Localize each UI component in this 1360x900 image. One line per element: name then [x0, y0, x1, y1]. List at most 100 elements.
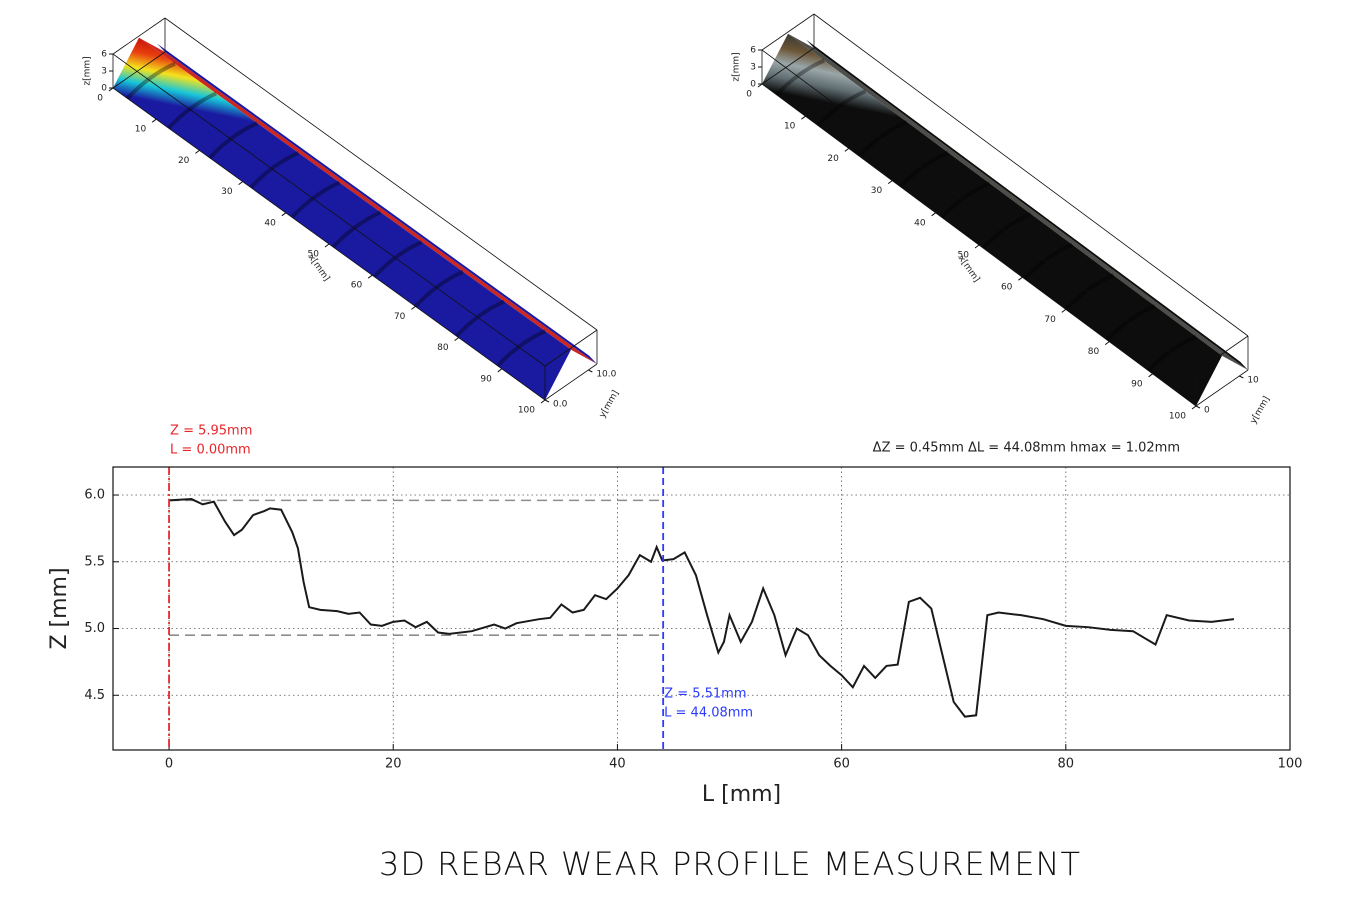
x-tick-label: 80: [1088, 347, 1100, 357]
box-edge: [1195, 335, 1249, 373]
x-tick-label: 40: [264, 218, 276, 228]
rebar-rib: [331, 210, 382, 249]
x-tick-label: 0: [97, 94, 103, 104]
box-edge: [761, 13, 815, 51]
x-tick-label: 70: [1044, 315, 1056, 325]
x-tick-label: 30: [871, 186, 883, 196]
x-tick: [1018, 276, 1023, 281]
box-edge: [544, 329, 598, 367]
rebar-rib: [940, 181, 991, 219]
y-tick-label: 10.0: [596, 370, 616, 380]
x-tick: [281, 212, 287, 217]
rebar-rib: [1105, 304, 1156, 342]
rebar-rib: [899, 150, 949, 189]
x-axis-label: L [mm]: [702, 782, 781, 807]
y-axis-label: y[mm]: [598, 389, 622, 420]
box-edge: [164, 17, 598, 331]
x-tick-label: 40: [609, 757, 626, 772]
y-axis-label: y[mm]: [1249, 395, 1273, 426]
rebar-rib: [249, 151, 300, 189]
x-tick: [931, 212, 936, 217]
box-edge: [761, 47, 815, 85]
y-tick-label: 5.5: [84, 554, 105, 569]
rebar-rib: [775, 58, 825, 97]
x-tick-label: 100: [518, 406, 535, 416]
rebar-rib: [857, 120, 908, 158]
y-tick: [1195, 405, 1201, 409]
x-tick: [844, 147, 850, 152]
z-axis-label: z[mm]: [83, 56, 93, 85]
z-tick-label: 0: [101, 84, 107, 94]
z-tick-label: 3: [750, 63, 756, 73]
rebar-rib: [496, 329, 547, 368]
x-tick-label: 10: [784, 122, 796, 132]
x-tick-label: 0: [746, 90, 752, 100]
marker-label: Z = 5.95mm: [170, 424, 252, 439]
box-edge: [813, 13, 1249, 337]
y-tick-label: 6.0: [84, 488, 105, 503]
x-tick: [1104, 341, 1110, 346]
rebar-rib: [167, 91, 217, 130]
z-axis-label: z[mm]: [732, 52, 742, 81]
rebar-back-surface: [139, 37, 597, 364]
rebar-rib: [413, 269, 464, 308]
x-tick: [454, 337, 459, 342]
y-tick: [544, 399, 550, 403]
caption: 3D REBAR WEAR PROFILE MEASUREMENT: [379, 845, 1081, 883]
y-tick: [588, 369, 593, 373]
x-tick: [974, 244, 980, 249]
x-tick-label: 100: [1278, 757, 1303, 772]
x-tick: [887, 180, 893, 185]
x-tick-label: 10: [135, 125, 147, 135]
x-tick-label: 60: [833, 757, 850, 772]
x-tick: [540, 399, 546, 404]
marker-label: Z = 5.51mm: [664, 687, 746, 702]
x-tick-label: 20: [827, 154, 839, 164]
rebar-rib: [372, 240, 423, 279]
x-tick-label: 50: [308, 250, 320, 260]
x-tick-label: 100: [1169, 412, 1186, 422]
x-tick: [195, 149, 200, 154]
box-edge: [112, 51, 166, 89]
x-tick: [411, 305, 416, 310]
x-tick: [801, 115, 806, 120]
rebar-rib: [290, 180, 341, 219]
x-tick-label: 50: [958, 251, 970, 261]
rebar-rib: [1064, 273, 1115, 311]
plot-frame: [112, 466, 1291, 751]
x-tick: [1148, 373, 1153, 378]
rebar-rib: [981, 212, 1032, 250]
x-tick: [1191, 405, 1197, 410]
marker-label: L = 44.08mm: [664, 706, 753, 721]
x-tick: [238, 181, 243, 186]
x-tick-label: 20: [385, 757, 402, 772]
x-tick: [367, 274, 373, 279]
x-tick-label: 90: [480, 374, 492, 384]
x-tick: [1061, 308, 1067, 313]
rebar-rib: [125, 61, 176, 100]
x-tick: [497, 368, 503, 373]
x-tick-label: 30: [221, 187, 233, 197]
y-tick-label: 10: [1247, 376, 1259, 386]
x-tick-label: 70: [394, 312, 406, 322]
rebar-back-edge: [806, 39, 1248, 371]
y-tick-label: 4.5: [84, 688, 105, 703]
marker-label: L = 0.00mm: [170, 443, 251, 458]
box-edge: [112, 53, 546, 367]
z-tick-label: 6: [101, 50, 107, 60]
rebar-front-surface: [762, 33, 1222, 406]
rebar-rib: [1147, 334, 1197, 373]
x-tick-label: 90: [1131, 379, 1143, 389]
profile-line: [168, 498, 1235, 718]
x-tick-label: 0: [165, 757, 173, 772]
box-edge: [112, 17, 166, 55]
z-tick-label: 6: [750, 46, 756, 56]
x-tick-label: 80: [1058, 757, 1075, 772]
rebar-rib: [1023, 242, 1073, 281]
x-tick: [324, 243, 330, 248]
rebar-back-edge: [157, 43, 597, 365]
rebar-back-surface: [788, 33, 1248, 370]
x-tick-label: 60: [351, 281, 363, 291]
